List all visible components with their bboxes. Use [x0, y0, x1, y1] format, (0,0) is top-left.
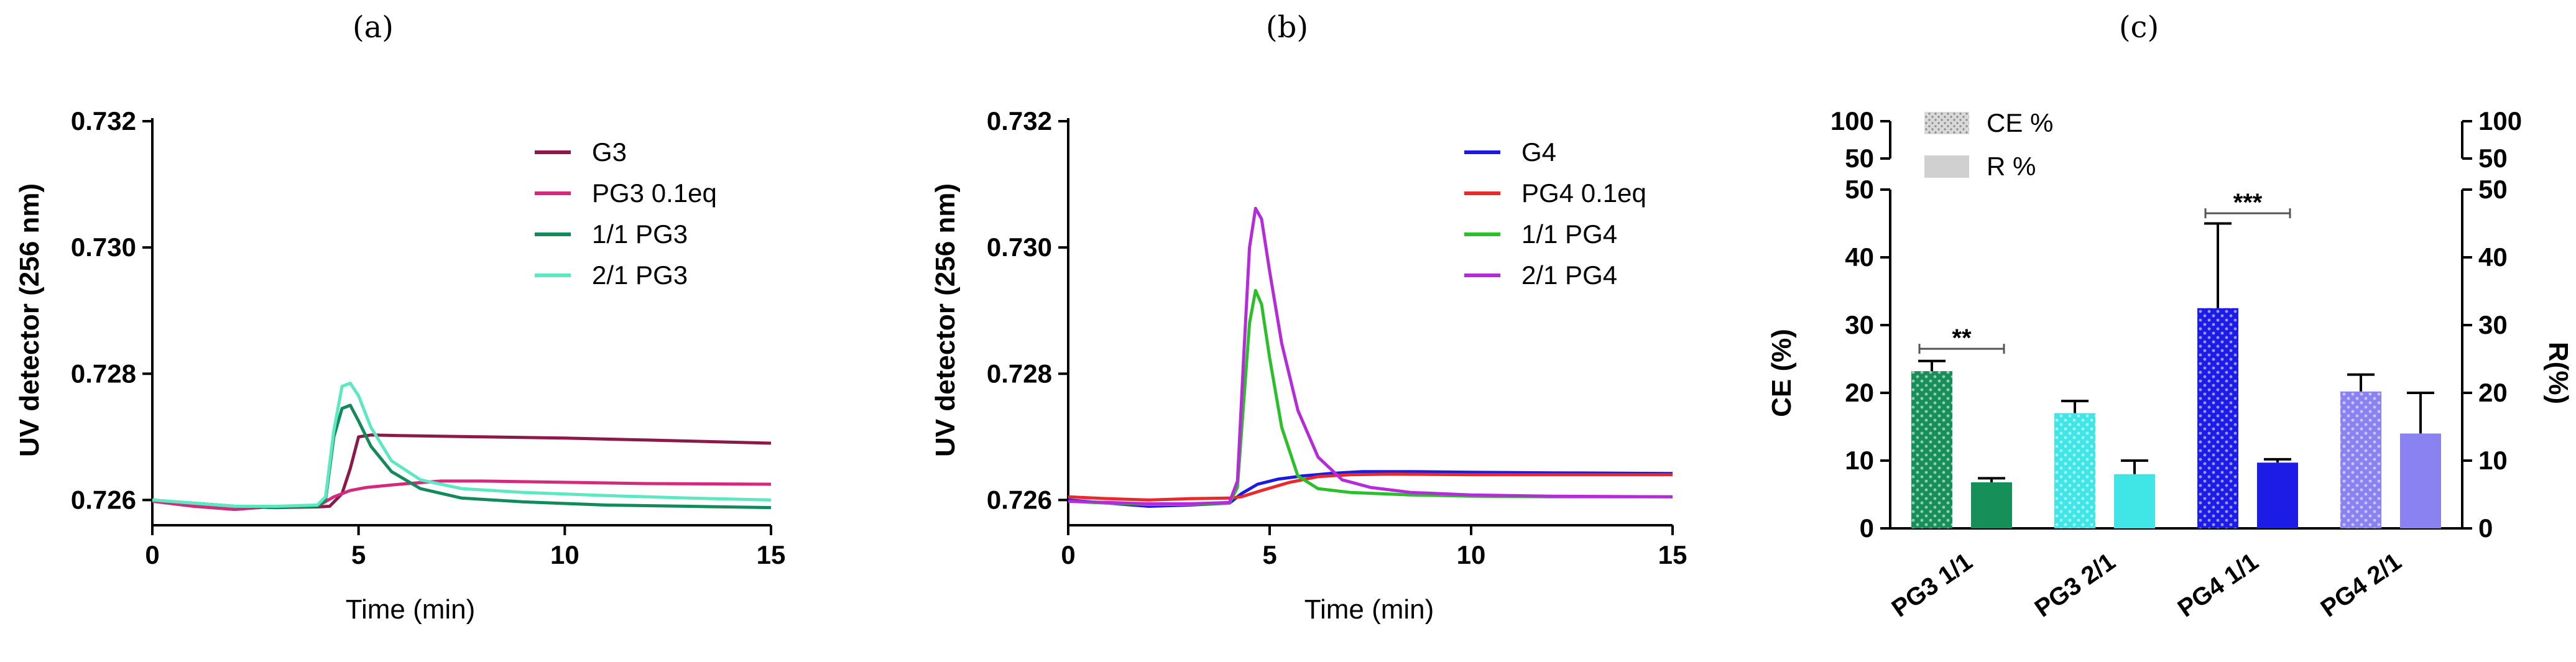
panel-c-right-upper-tick-label: 50 [2478, 144, 2508, 173]
panel-c-ylabel-left: CE (%) [1766, 329, 1797, 417]
panel-c-ylabel-right: R(%) [2543, 342, 2574, 404]
panel-b-xlabel: Time (min) [1304, 594, 1434, 625]
panel-c-label: (c) [2119, 10, 2159, 45]
panel-a-y-tick-label: 0.732 [71, 106, 136, 136]
panel-c-bar-pattern [2197, 308, 2238, 528]
panel-a-xlabel: Time (min) [346, 594, 476, 625]
panel-b-y-tick-label: 0.730 [987, 232, 1052, 262]
panel-c-bar [2257, 462, 2298, 528]
panel-b-legend-label: G4 [1521, 137, 1556, 167]
panel-c-significance-label: ** [1952, 324, 1972, 352]
panel-c-legend-label: R % [1987, 152, 2036, 181]
panel-b-legend-label: PG4 0.1eq [1521, 178, 1646, 208]
panel-a-x-tick-label: 10 [550, 540, 579, 569]
panel-c-left-tick-label: 20 [1845, 378, 1874, 407]
panel-c-left-upper-tick-label: 100 [1830, 106, 1874, 136]
panel-c-category-label: PG4 1/1 [2173, 548, 2263, 622]
panel-b-x-tick-label: 15 [1658, 540, 1687, 569]
panel-b-y-tick-label: 0.726 [987, 485, 1052, 514]
panel-a-label: (a) [353, 10, 394, 45]
panel-c-category-label: PG4 2/1 [2316, 548, 2406, 622]
panel-c-legend-label: CE % [1987, 108, 2053, 137]
panel-a-y-tick-label: 0.726 [71, 485, 136, 514]
panel-b-x-tick-label: 5 [1262, 540, 1276, 569]
panel-c-legend-swatch [1924, 112, 1969, 134]
panel-a-series-line [152, 403, 772, 510]
panel-a-legend-label: G3 [592, 137, 627, 167]
panel-c-left-tick-label: 40 [1845, 242, 1874, 272]
panel-c-bar [2114, 474, 2155, 528]
panel-c-right-tick-label: 40 [2478, 242, 2508, 272]
panel-a-y-tick-label: 0.728 [71, 359, 136, 388]
panel-b-ylabel: UV detector (256 nm) [930, 183, 961, 457]
panel-b-series-line [1068, 472, 1673, 502]
panel-c-bar [1971, 482, 2012, 528]
panel-c-right-tick-label: 10 [2478, 446, 2508, 475]
panel-c-bar [2400, 433, 2441, 528]
panel-c-category-label: PG3 2/1 [2030, 548, 2120, 622]
panel-b-x-tick-label: 10 [1457, 540, 1486, 569]
panel-c-category-label: PG3 1/1 [1887, 548, 1977, 622]
panel-b-legend-label: 2/1 PG4 [1521, 260, 1617, 290]
panel-c-left-tick-label: 50 [1845, 175, 1874, 204]
panel-b-label: (b) [1266, 10, 1308, 45]
panel-a-y-tick-label: 0.730 [71, 232, 136, 262]
panel-c-left-upper-tick-label: 50 [1845, 144, 1874, 173]
panel-a-x-tick-label: 0 [145, 540, 159, 569]
panel-c-right-upper-tick-label: 100 [2478, 106, 2522, 136]
panel-b-chart: (b) 0 5 10 15 0.726 0.728 0.730 0.732 G4 PG4 0.1… [930, 10, 1687, 625]
panel-a-x-tick-label: 5 [351, 540, 366, 569]
panel-b-y-tick-label: 0.732 [987, 106, 1052, 136]
panel-a-legend-label: PG3 0.1eq [592, 178, 717, 208]
panel-b-series-line [1068, 206, 1673, 505]
panel-c-right-tick-label: 50 [2478, 175, 2508, 204]
panel-c-right-tick-label: 0 [2478, 513, 2493, 543]
panel-c-bar-pattern [2054, 413, 2095, 528]
panel-b-legend-label: 1/1 PG4 [1521, 219, 1617, 249]
panel-c-legend-swatch [1924, 155, 1969, 178]
panel-c-right-tick-label: 30 [2478, 310, 2508, 339]
panel-c-left-tick-label: 10 [1845, 446, 1874, 475]
panel-b-x-tick-label: 0 [1061, 540, 1075, 569]
panel-a-ylabel: UV detector (256 nm) [14, 183, 45, 457]
panel-c-right-tick-label: 20 [2478, 378, 2508, 407]
panel-a-series-line [152, 382, 772, 508]
panel-a-x-tick-label: 15 [757, 540, 786, 569]
panel-c-left-tick-label: 0 [1860, 513, 1874, 543]
panel-c-bar-pattern [1911, 371, 1952, 528]
panel-a-legend-label: 2/1 PG3 [592, 260, 688, 290]
panel-a-series-line [152, 479, 772, 512]
panel-c-left-tick-label: 30 [1845, 310, 1874, 339]
panel-c-bar-pattern [2340, 391, 2381, 528]
panel-a-legend-label: 1/1 PG3 [592, 219, 688, 249]
panel-a-chart: (a) 0 5 10 15 0.726 0.728 0.730 0.732 G3 PG3 0.1… [14, 10, 785, 625]
panel-b-y-tick-label: 0.728 [987, 359, 1052, 388]
panel-c-significance-label: *** [2233, 189, 2263, 216]
